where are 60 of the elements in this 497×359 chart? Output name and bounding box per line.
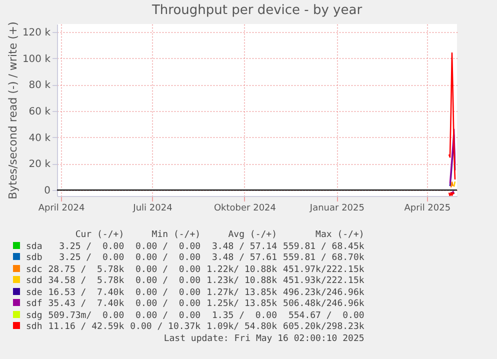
legend-label: sde [25, 288, 44, 299]
y-tick-label: 20 k [28, 159, 51, 170]
text: 1.23k/ 10.88k [206, 276, 278, 288]
text: 1.35 / 0.00 [211, 310, 278, 322]
text: Avg (-/+) [227, 230, 278, 242]
y-tick-label: 80 k [28, 80, 51, 92]
text: 559.81 / 68.70k [282, 253, 366, 264]
x-tick-label: Juli 2024 [132, 204, 173, 214]
legend-label: sdc [25, 264, 44, 276]
text: 554.67 / 0.00 [287, 310, 366, 322]
text: 605.20k/298.23k [282, 322, 366, 334]
y-axis-title: Bytes/second read (-) / write (+) [6, 22, 20, 200]
text: 0.00 / 0.00 [134, 288, 202, 299]
y-tick-label: 100 k [22, 54, 51, 65]
line-series [448, 52, 456, 180]
text: 509.73m/ 0.00 [47, 310, 126, 322]
text: 35.43 / 7.40k [47, 299, 126, 310]
text: 0.00 / 0.00 [134, 264, 202, 276]
text: 3.48 / 57.14 [211, 242, 278, 253]
text: 0.00 / 10.37k [129, 322, 202, 334]
y-tick-label: 0 [44, 186, 50, 197]
text: 3.25 / 0.00 [58, 242, 126, 253]
text: 1.27k/ 13.85k [206, 288, 278, 299]
text: 28.75 / 5.78k [47, 264, 126, 276]
legend-label: sdh [25, 322, 44, 334]
text: Min (-/+) [150, 230, 202, 242]
text: 496.23k/246.96k [282, 288, 366, 299]
legend-label: sdd [25, 276, 44, 288]
x-tick-label: April 2025 [404, 204, 451, 214]
text: 34.58 / 5.78k [47, 276, 126, 288]
text: 0.00 / 0.00 [134, 299, 202, 310]
text: Max (-/+) [314, 230, 366, 242]
text: 506.48k/246.96k [282, 299, 366, 310]
text: 0.00 / 0.00 [134, 276, 202, 288]
text: 559.81 / 68.45k [282, 242, 366, 253]
x-tick-label: Januar 2025 [308, 204, 364, 214]
y-tick-label: 60 k [28, 106, 51, 118]
text: 0.00 / 0.00 [134, 310, 202, 322]
text: 1.25k/ 13.85k [206, 299, 278, 310]
text: 0.00 / 0.00 [134, 253, 202, 264]
chart-title: Throughput per device - by year [150, 3, 363, 18]
text: 1.22k/ 10.88k [206, 264, 278, 276]
y-tick-label: 40 k [28, 132, 51, 144]
text: 451.97k/222.15k [282, 264, 366, 276]
y-tick-label: 120 k [22, 27, 51, 38]
text: Last update: Fri May 16 02:00:10 2025 [162, 334, 366, 345]
text: Cur (-/+) [74, 230, 126, 242]
legend-label: sdb [25, 253, 44, 264]
legend-label: sdf [25, 299, 44, 310]
x-tick-label: Oktober 2024 [214, 204, 276, 214]
x-tick-label: April 2024 [38, 204, 85, 214]
text: 16.53 / 7.40k [47, 288, 126, 299]
legend-label: sda [25, 242, 44, 253]
legend-label: sdg [25, 310, 44, 322]
text: 1.09k/ 54.80k [206, 322, 278, 334]
text: 3.48 / 57.61 [211, 253, 278, 264]
text: 11.16 / 42.59k [47, 322, 126, 334]
text: 451.93k/222.15k [282, 276, 366, 288]
text: 3.25 / 0.00 [58, 253, 126, 264]
text: 0.00 / 0.00 [134, 242, 202, 253]
